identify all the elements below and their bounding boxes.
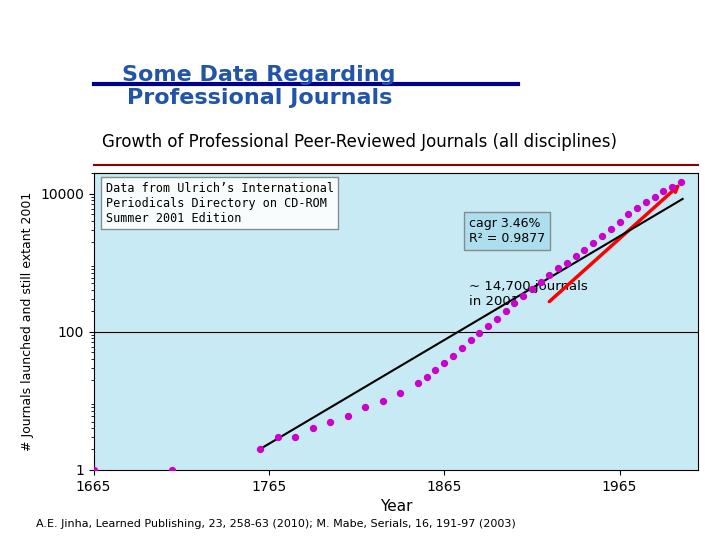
Point xyxy=(535,278,546,286)
Point xyxy=(579,246,590,255)
Text: Some Data Regarding
Professional Journals: Some Data Regarding Professional Journal… xyxy=(122,65,396,108)
Point xyxy=(325,417,336,426)
Point xyxy=(500,307,511,315)
Point xyxy=(491,314,503,323)
Point xyxy=(561,258,572,267)
Point xyxy=(526,285,538,293)
Point xyxy=(456,343,467,352)
Point xyxy=(254,445,266,454)
Point xyxy=(359,403,371,412)
Point xyxy=(631,204,643,212)
Point xyxy=(447,352,459,360)
Point xyxy=(588,239,599,248)
X-axis label: Year: Year xyxy=(379,499,413,514)
Point xyxy=(605,225,616,233)
Point xyxy=(552,264,564,273)
Y-axis label: # Journals launched and still extant 2001: # Journals launched and still extant 200… xyxy=(22,192,35,451)
Point xyxy=(613,218,625,226)
Point xyxy=(421,373,433,381)
Point xyxy=(464,336,476,345)
Point xyxy=(518,292,529,300)
Text: Growth of Professional Peer-Reviewed Journals (all disciplines): Growth of Professional Peer-Reviewed Jou… xyxy=(102,133,618,151)
Point xyxy=(272,433,284,441)
Point xyxy=(438,359,450,368)
Point xyxy=(666,183,678,191)
Text: A.E. Jinha, Learned Publishing, 23, 258-63 (2010); M. Mabe, Serials, 16, 191-97 : A.E. Jinha, Learned Publishing, 23, 258-… xyxy=(36,519,516,529)
Point xyxy=(508,299,520,307)
Point xyxy=(289,433,301,441)
Point xyxy=(570,252,582,260)
Point xyxy=(412,379,423,387)
Point xyxy=(307,424,318,433)
Point xyxy=(623,210,634,219)
Point xyxy=(430,366,441,374)
Point xyxy=(544,271,555,279)
Point xyxy=(377,396,389,405)
Text: cagr 3.46%
R² = 0.9877: cagr 3.46% R² = 0.9877 xyxy=(469,217,545,245)
Point xyxy=(342,411,354,420)
Point xyxy=(474,329,485,338)
Point xyxy=(675,178,687,186)
Point xyxy=(88,465,99,474)
Point xyxy=(167,465,179,474)
Point xyxy=(657,187,669,195)
Text: Data from Ulrich’s International
Periodicals Directory on CD-ROM
Summer 2001 Edi: Data from Ulrich’s International Periodi… xyxy=(106,181,333,225)
Text: ~ 14,700 journals
in 2001: ~ 14,700 journals in 2001 xyxy=(469,280,588,308)
Point xyxy=(482,322,494,330)
Point xyxy=(395,389,406,397)
Point xyxy=(596,232,608,241)
Point xyxy=(640,198,652,206)
Point xyxy=(649,192,660,201)
